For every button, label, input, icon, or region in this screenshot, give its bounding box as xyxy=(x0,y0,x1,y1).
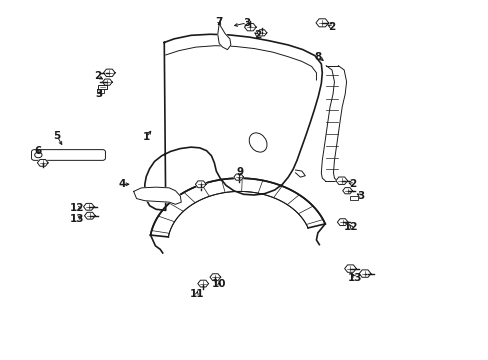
Polygon shape xyxy=(198,280,208,287)
Polygon shape xyxy=(133,187,181,204)
Bar xyxy=(349,195,358,200)
Text: 9: 9 xyxy=(236,167,243,177)
Text: 2: 2 xyxy=(328,22,335,32)
Text: 2: 2 xyxy=(94,71,101,81)
Bar xyxy=(98,85,107,89)
Text: 7: 7 xyxy=(215,17,223,27)
Text: 13: 13 xyxy=(69,213,84,224)
Text: 3: 3 xyxy=(243,18,250,28)
Text: 4: 4 xyxy=(118,179,125,189)
Polygon shape xyxy=(37,159,48,166)
Polygon shape xyxy=(233,174,243,180)
Polygon shape xyxy=(335,177,347,184)
Polygon shape xyxy=(84,212,95,219)
Text: 12: 12 xyxy=(69,203,84,213)
Text: 2: 2 xyxy=(254,30,261,40)
Polygon shape xyxy=(315,19,328,27)
Polygon shape xyxy=(344,265,356,272)
Polygon shape xyxy=(103,69,115,77)
Text: 12: 12 xyxy=(344,222,358,232)
Text: 1: 1 xyxy=(142,132,150,142)
Polygon shape xyxy=(150,178,325,237)
Text: 11: 11 xyxy=(189,289,203,299)
Polygon shape xyxy=(144,34,322,210)
Polygon shape xyxy=(209,274,220,280)
Polygon shape xyxy=(195,181,205,188)
Text: 3: 3 xyxy=(95,89,102,99)
Polygon shape xyxy=(217,23,230,50)
Bar xyxy=(97,89,104,93)
Polygon shape xyxy=(359,270,370,277)
Ellipse shape xyxy=(249,133,266,152)
Text: 2: 2 xyxy=(348,179,355,189)
FancyBboxPatch shape xyxy=(31,150,105,160)
Text: 5: 5 xyxy=(54,131,61,141)
Polygon shape xyxy=(295,170,305,177)
Polygon shape xyxy=(342,188,352,194)
Text: 6: 6 xyxy=(34,147,41,157)
Polygon shape xyxy=(244,23,256,31)
Polygon shape xyxy=(83,203,94,210)
Text: 13: 13 xyxy=(347,273,362,283)
Ellipse shape xyxy=(35,152,42,158)
Text: 8: 8 xyxy=(314,52,322,62)
Polygon shape xyxy=(337,219,347,226)
Polygon shape xyxy=(257,30,266,36)
Polygon shape xyxy=(102,79,112,85)
Text: 3: 3 xyxy=(357,191,364,201)
Text: 10: 10 xyxy=(211,279,226,289)
